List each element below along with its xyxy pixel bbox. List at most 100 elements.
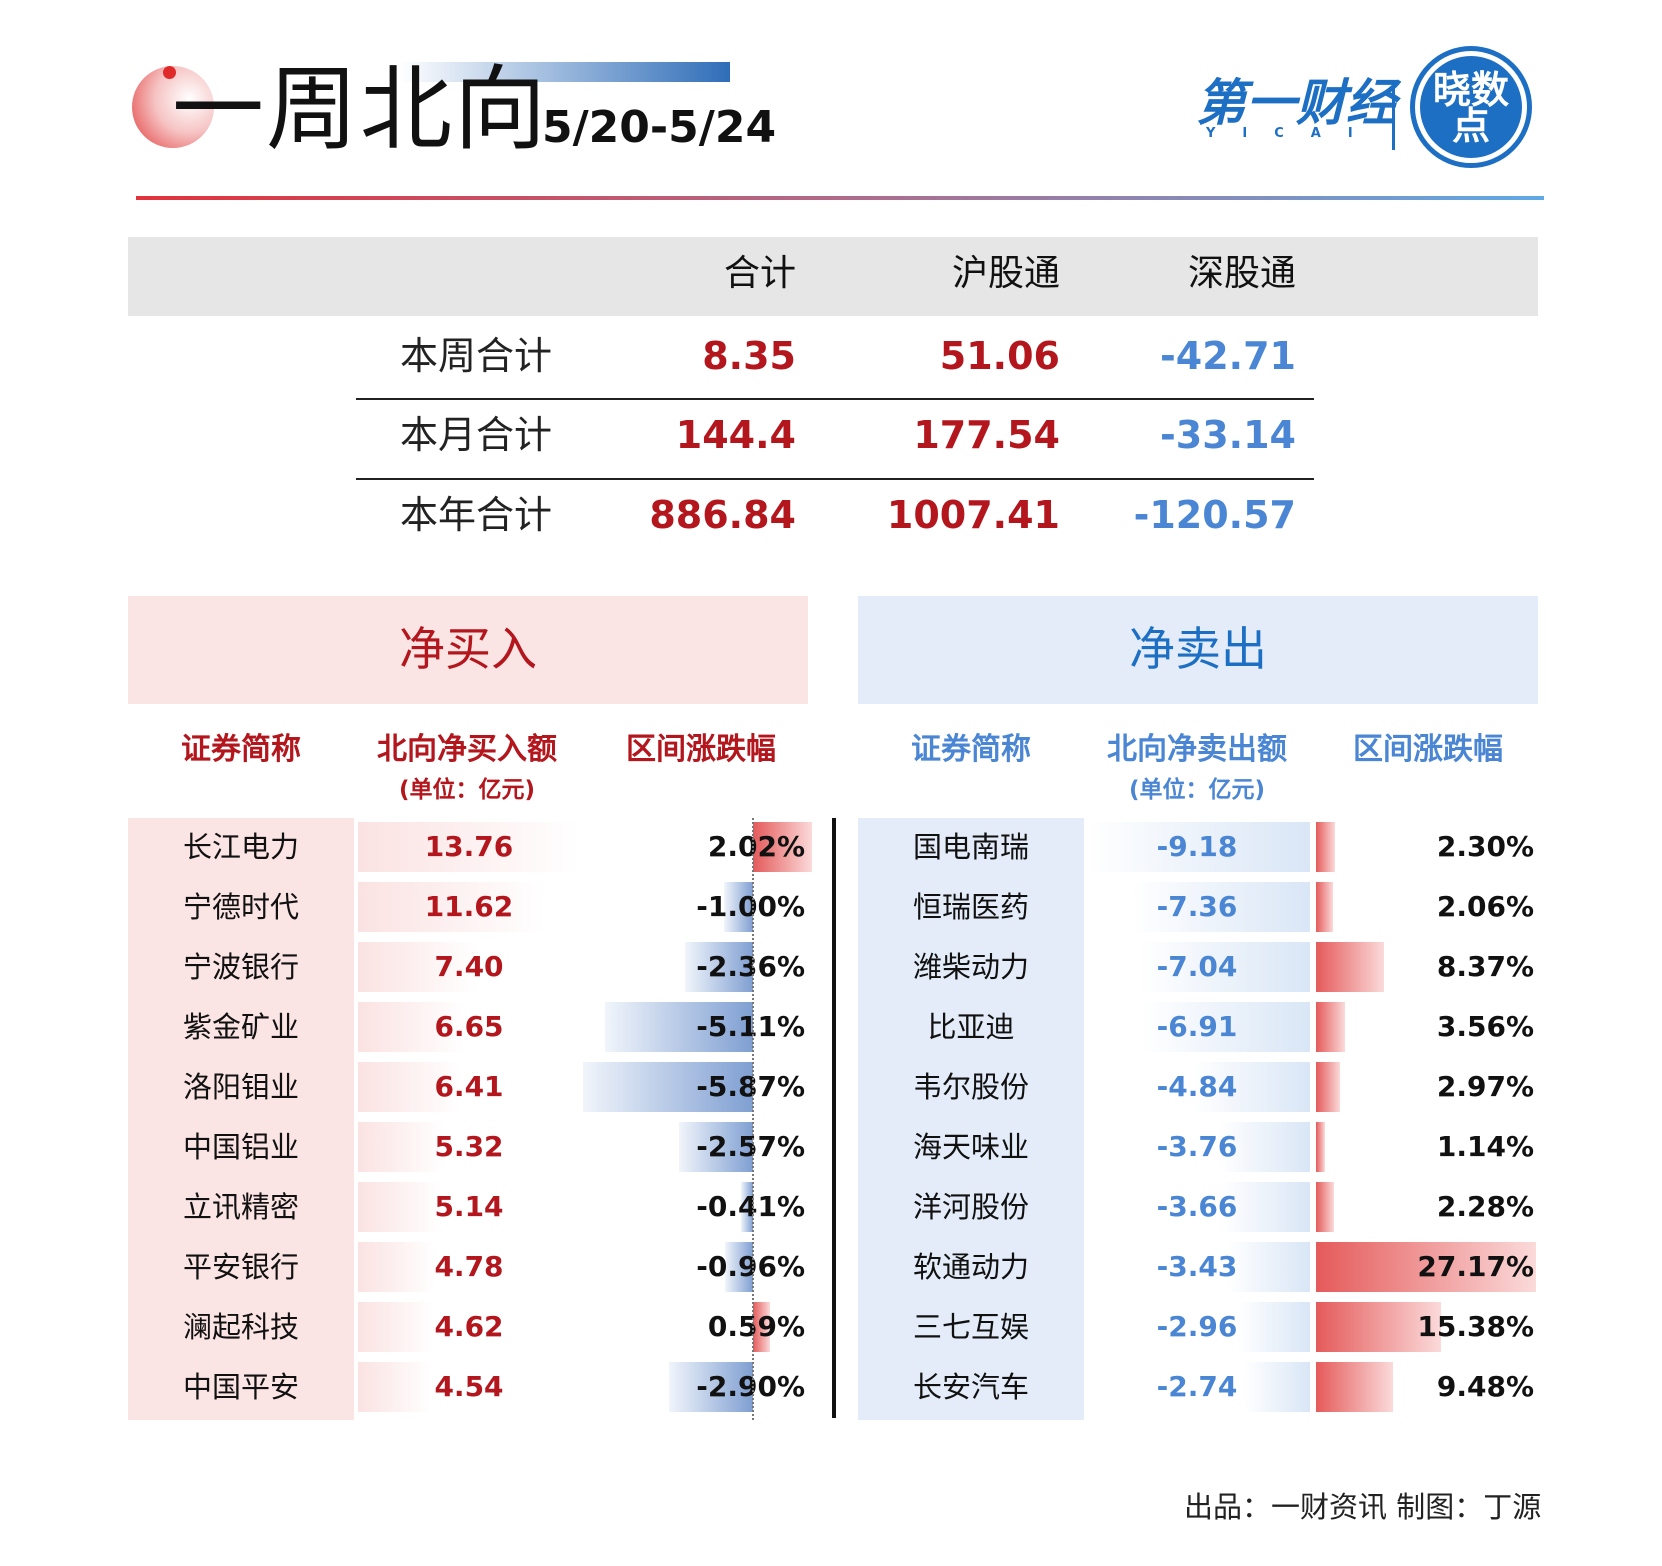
buy-change-bar [583, 1062, 753, 1112]
buy-stock-name: 洛阳钼业 [182, 1070, 299, 1104]
sell-change-bar [1316, 1362, 1393, 1412]
net-buy-banner [128, 596, 808, 704]
buy-change-bar [724, 882, 753, 932]
summary-sz-value: -42.71 [1160, 334, 1296, 378]
buy-amount: 11.62 [424, 890, 514, 923]
sell-amount-bar [1140, 942, 1310, 992]
buy-change: -5.87% [696, 1070, 805, 1103]
summary-separator [356, 478, 1314, 480]
net-sell-banner [858, 596, 1538, 704]
sell-change: 8.37% [1436, 950, 1534, 983]
sell-change: 1.14% [1436, 1130, 1534, 1163]
sell-col-amount: 北向净卖出额 [1107, 732, 1287, 767]
buy-amount-bar [358, 1122, 444, 1172]
seal-logo-inner [1420, 56, 1522, 158]
summary-row-label: 本周合计 [400, 334, 553, 378]
sell-amount: -3.66 [1156, 1190, 1238, 1223]
sell-stock-name: 国电南瑞 [912, 830, 1029, 864]
sell-change: 2.28% [1436, 1190, 1534, 1223]
sell-amount-bar [1221, 1182, 1310, 1232]
summary-sh-value: 177.54 [913, 413, 1060, 457]
buy-amount: 5.32 [434, 1130, 504, 1163]
buy-amount-bar [358, 1062, 461, 1112]
sell-col-change: 区间涨跌幅 [1353, 732, 1503, 767]
center-divider [832, 818, 836, 1418]
sell-amount: -2.96 [1156, 1310, 1238, 1343]
summary-total-value: 886.84 [649, 493, 796, 537]
buy-col-name: 证券简称 [181, 732, 301, 767]
buy-change-bar [605, 1002, 753, 1052]
summary-col-sh: 沪股通 [951, 253, 1060, 294]
sell-amount: -3.76 [1156, 1130, 1238, 1163]
sell-change: 9.48% [1436, 1370, 1534, 1403]
summary-sz-value: -120.57 [1133, 493, 1296, 537]
buy-change-bar [753, 822, 812, 872]
summary-col-sz: 深股通 [1187, 253, 1296, 294]
buy-change-bar [753, 1302, 770, 1352]
buy-change: -2.90% [696, 1370, 805, 1403]
sell-amount: -7.04 [1156, 950, 1238, 983]
buy-amount: 6.41 [434, 1070, 504, 1103]
buy-amount-bar [358, 1302, 433, 1352]
buy-change: 0.59% [707, 1310, 805, 1343]
buy-amount: 13.76 [424, 830, 514, 863]
buy-change-bar [669, 1362, 753, 1412]
sell-amount-bar [1088, 822, 1310, 872]
brand-logo-sub: YICAI [1206, 126, 1380, 141]
buy-amount: 6.65 [434, 1010, 504, 1043]
buy-change: -5.11% [696, 1010, 805, 1043]
buy-stock-name: 中国平安 [182, 1370, 299, 1404]
seal-logo [1410, 46, 1532, 168]
summary-total-value: 8.35 [702, 334, 796, 378]
date-range: 5/20-5/24 [542, 102, 777, 153]
buy-stock-name: 长江电力 [182, 830, 299, 864]
sell-change: 2.30% [1436, 830, 1534, 863]
net-sell-title: 净卖出 [1129, 622, 1267, 676]
buy-col-unit: (单位：亿元) [398, 777, 536, 803]
buy-stock-name: 紫金矿业 [182, 1010, 299, 1044]
sell-change: 3.56% [1436, 1010, 1534, 1043]
sell-change-bar [1316, 1302, 1441, 1352]
buy-stock-name: 宁波银行 [182, 950, 299, 984]
sell-amount: -3.43 [1156, 1250, 1238, 1283]
sell-stock-name: 韦尔股份 [912, 1070, 1029, 1104]
buy-amount: 5.14 [434, 1190, 504, 1223]
buy-change: -0.96% [696, 1250, 805, 1283]
summary-sz-value: -33.14 [1160, 413, 1296, 457]
sell-stock-name: 恒瑞医药 [912, 890, 1029, 924]
brand-divider [1392, 80, 1395, 150]
buy-change: -2.36% [696, 950, 805, 983]
summary-header-bar [128, 237, 1538, 316]
buy-col-amount: 北向净买入额 [377, 732, 557, 767]
buy-stock-name: 澜起科技 [182, 1310, 299, 1344]
buy-amount-bar [358, 942, 477, 992]
summary-row-label: 本月合计 [400, 413, 553, 457]
buy-amount-bar [358, 1182, 441, 1232]
title-decoration-circle [132, 66, 214, 148]
buy-change-bar [741, 1182, 753, 1232]
sell-change-bar [1316, 882, 1333, 932]
buy-change-bar [725, 1242, 753, 1292]
sell-change-bar [1316, 1242, 1536, 1292]
buy-change-bar [685, 942, 753, 992]
sell-stock-name: 软通动力 [912, 1250, 1029, 1284]
title-decoration-bar [400, 62, 730, 82]
sell-change: 27.17% [1417, 1250, 1534, 1283]
buy-change: -2.57% [696, 1130, 805, 1163]
buy-amount: 7.40 [434, 950, 504, 983]
sell-stock-name: 长安汽车 [912, 1370, 1029, 1404]
buy-amount-bar [358, 1242, 435, 1292]
page-title: 一周北向 [172, 56, 549, 163]
buy-stock-name: 中国铝业 [182, 1130, 299, 1164]
sell-change: 2.97% [1436, 1070, 1534, 1103]
buy-amount: 4.54 [434, 1370, 504, 1403]
sell-stock-name: 三七互娱 [912, 1310, 1029, 1344]
buy-change: -0.41% [696, 1190, 805, 1223]
sell-amount-bar [1244, 1362, 1310, 1412]
buy-change: -1.00% [696, 890, 805, 923]
buy-change-bar [679, 1122, 753, 1172]
sell-amount: -7.36 [1156, 890, 1238, 923]
footer-credit: 出品：一财资讯 制图：丁源 [1184, 1490, 1542, 1524]
seal-logo-text: 晓数点 [1432, 68, 1509, 148]
summary-separator [356, 398, 1314, 400]
